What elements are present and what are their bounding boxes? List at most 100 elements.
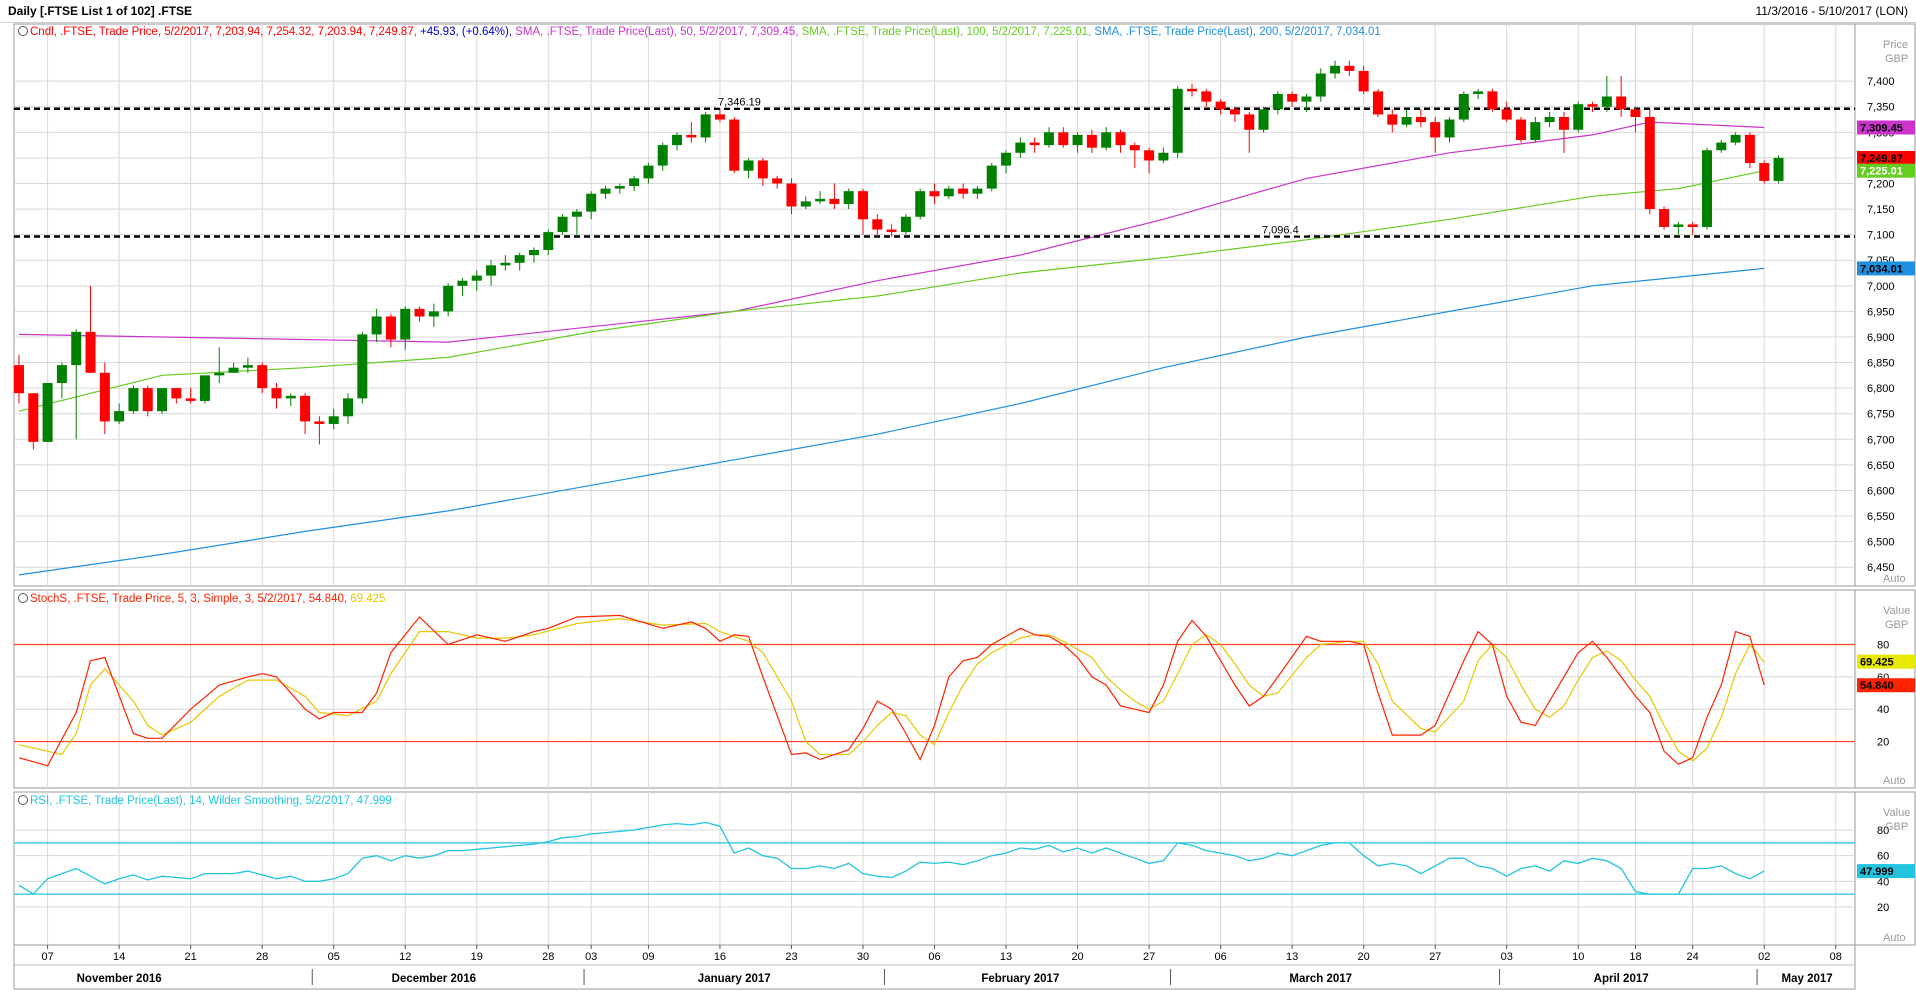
level-label: 7,346.19: [718, 97, 761, 109]
price-axis-header: Price: [1883, 39, 1908, 51]
candle-body: [1587, 104, 1598, 107]
candle: [114, 403, 125, 424]
rsi-legend-text: RSI, .FTSE, Trade Price(Last), 14, Wilde…: [30, 795, 392, 807]
candle: [1516, 116, 1527, 143]
candle-body: [99, 372, 110, 422]
candle-body: [1730, 134, 1741, 143]
candle-body: [1415, 116, 1426, 123]
candle-body: [400, 308, 411, 340]
candle: [1358, 65, 1369, 94]
candle: [886, 224, 897, 237]
price-tick-label: 7,150: [1867, 204, 1895, 216]
candle: [543, 229, 554, 256]
candle-body: [1773, 157, 1784, 181]
candle: [857, 188, 868, 235]
candle: [672, 132, 683, 151]
candle-body: [743, 160, 754, 171]
candle: [428, 303, 439, 327]
price-tick-label: 6,800: [1867, 383, 1895, 395]
x-day-label: 06: [928, 951, 940, 963]
candle-body: [600, 188, 611, 194]
candle-body: [543, 232, 554, 250]
legend-segment: SMA, .FTSE, Trade Price(Last), 50, 5/2/2…: [515, 26, 801, 38]
candle-body: [385, 316, 396, 340]
candle-body: [1029, 142, 1040, 146]
candle-body: [228, 367, 239, 373]
candle: [929, 183, 940, 204]
candle: [557, 214, 568, 235]
x-day-label: 23: [785, 951, 797, 963]
stoch-tick-label: 80: [1877, 640, 1889, 652]
candle: [42, 383, 53, 442]
candle-body: [1473, 91, 1484, 94]
candle-body: [428, 311, 439, 317]
candle: [1072, 132, 1083, 153]
candle: [300, 393, 311, 435]
candle-body: [1287, 93, 1298, 102]
candle: [872, 214, 883, 237]
badge-label: 47.999: [1860, 866, 1894, 878]
rsi-vertical-grid: [47, 792, 1837, 945]
candle: [242, 357, 253, 373]
candle: [1029, 137, 1040, 153]
date-range: 11/3/2016 - 5/10/2017 (LON): [1755, 4, 1908, 18]
candles: [14, 60, 1784, 450]
candle: [1272, 91, 1283, 115]
candle-body: [471, 275, 482, 281]
candle-body: [271, 388, 282, 399]
candle: [1501, 101, 1512, 123]
candle: [1473, 88, 1484, 100]
candle-body: [514, 255, 525, 263]
badge-bg: [1857, 654, 1915, 669]
price-axis-currency: GBP: [1885, 53, 1908, 65]
candle-body: [929, 191, 940, 197]
candle-body: [1315, 73, 1326, 97]
candle-body: [1244, 114, 1255, 130]
candle-body: [1086, 134, 1097, 148]
price-vertical-grid: [47, 24, 1837, 586]
candle: [1773, 155, 1784, 184]
legend-segment: RSI, .FTSE, Trade Price(Last), 14, Wilde…: [30, 795, 392, 807]
price-axis-auto: Auto: [1883, 573, 1906, 585]
candle-body: [571, 211, 582, 217]
candle-body: [242, 365, 253, 368]
price-legend-text: Cndl, .FTSE, Trade Price, 5/2/2017, 7,20…: [30, 26, 1381, 38]
candle-body: [314, 421, 325, 424]
rsi-axis-header: Value: [1883, 807, 1910, 819]
candle-body: [157, 388, 168, 412]
candle-body: [257, 365, 268, 389]
candle: [1144, 147, 1155, 174]
level-label-bg: [716, 96, 764, 108]
candle-body: [1659, 209, 1670, 227]
candle: [786, 178, 797, 215]
candle: [729, 116, 740, 174]
candle: [1573, 101, 1584, 133]
sma-line-3: [18, 267, 1765, 576]
x-month-label: November 2016: [77, 973, 162, 985]
x-day-label: 20: [1071, 951, 1083, 963]
candle: [1387, 109, 1398, 133]
candle: [1730, 132, 1741, 146]
badge-bg: [1857, 678, 1915, 693]
badge-label: 7,034.01: [1860, 263, 1903, 275]
candle: [1430, 116, 1441, 153]
candle: [1644, 109, 1655, 215]
x-day-label: 13: [1000, 951, 1012, 963]
candle: [772, 175, 783, 189]
candle-body: [915, 191, 926, 217]
legend-segment: StochS, .FTSE, Trade Price, 5, 3, Simple…: [30, 593, 350, 605]
badge-bg: [1857, 163, 1915, 178]
candle-body: [886, 229, 897, 233]
candle: [1058, 127, 1069, 148]
candle-body: [142, 388, 153, 412]
candle: [958, 183, 969, 199]
candle: [1172, 86, 1183, 158]
candle-body: [1630, 109, 1641, 117]
candle: [943, 186, 954, 199]
candle: [514, 252, 525, 271]
x-day-label: 13: [1286, 951, 1298, 963]
candle: [157, 388, 168, 414]
candle-body: [1687, 224, 1698, 227]
x-day-label: 10: [1572, 951, 1584, 963]
